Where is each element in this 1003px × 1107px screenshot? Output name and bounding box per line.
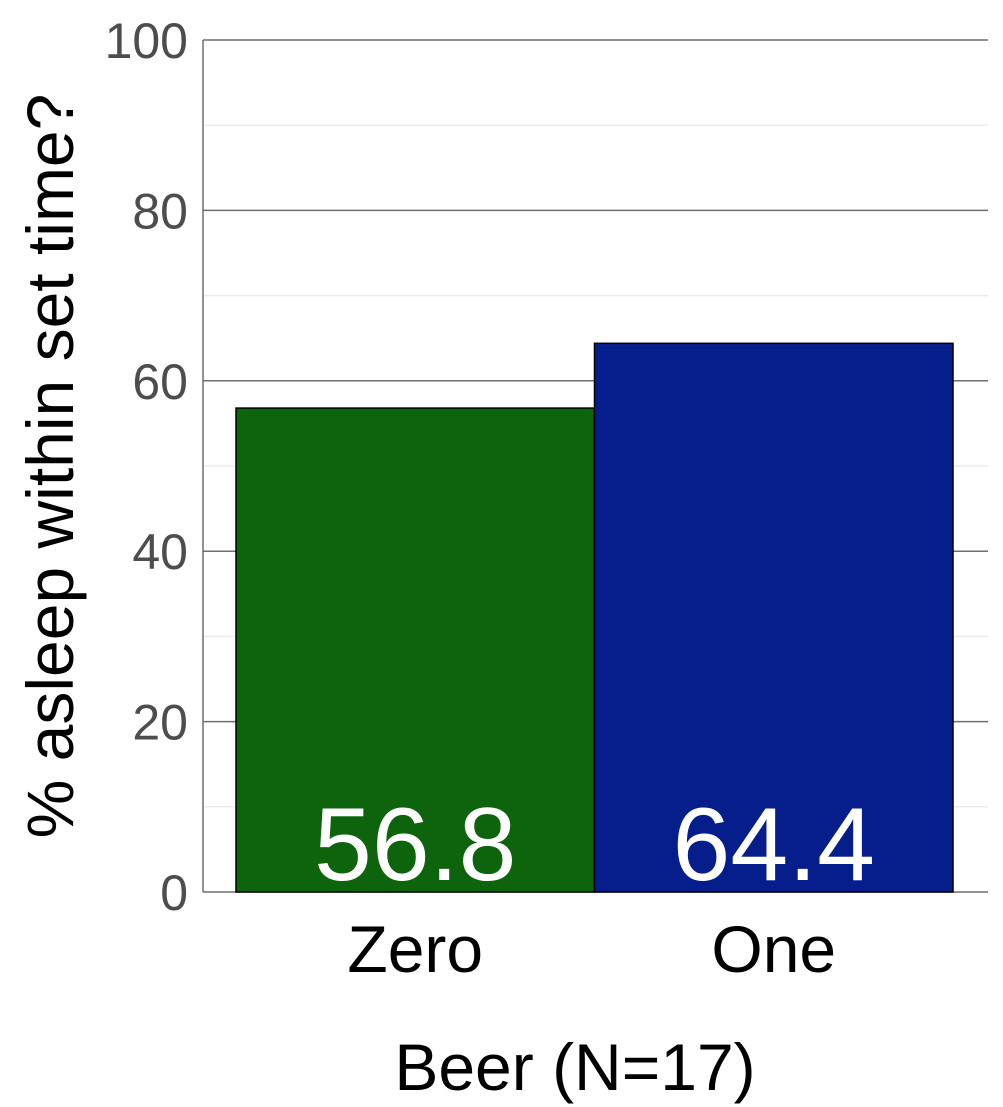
- y-axis-title: % asleep within set time?: [13, 94, 87, 839]
- x-category-label: Zero: [347, 912, 483, 986]
- y-tick-label: 0: [160, 865, 188, 921]
- y-tick-label: 60: [132, 354, 188, 410]
- bar-value-label: 64.4: [673, 787, 875, 903]
- bar-zero: [235, 407, 596, 893]
- y-tick-label: 40: [132, 524, 188, 580]
- x-category-label: One: [711, 912, 836, 986]
- bar-value-label: 56.8: [314, 787, 516, 903]
- bars: 56.8 64.4: [235, 342, 954, 903]
- y-tick-label: 100: [105, 13, 188, 69]
- y-tick-label: 80: [132, 183, 188, 239]
- bar-one: [593, 342, 954, 893]
- y-ticks: 0 20 40 60 80 100: [105, 13, 188, 921]
- x-axis-title: Beer (N=17): [394, 1030, 755, 1104]
- x-categories: Zero One: [347, 912, 836, 986]
- y-tick-label: 20: [132, 695, 188, 751]
